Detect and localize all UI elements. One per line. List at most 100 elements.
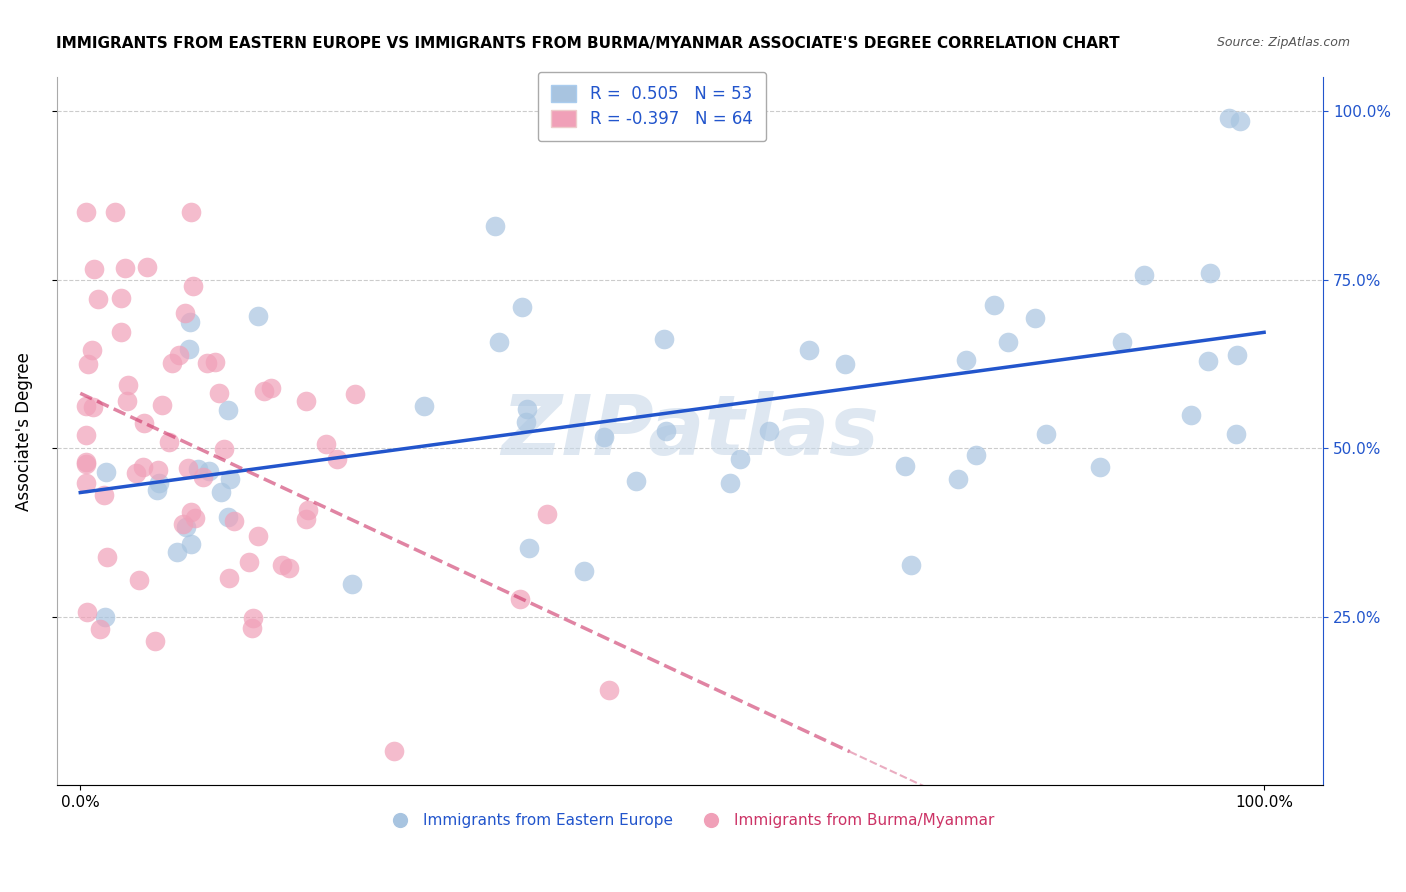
- Point: [179, 314, 201, 328]
- Point: [536, 507, 558, 521]
- Point: [209, 485, 232, 500]
- Point: [75, 457, 97, 471]
- Point: [96, 465, 118, 479]
- Point: [340, 577, 363, 591]
- Point: [242, 610, 264, 624]
- Point: [183, 278, 205, 293]
- Legend: Immigrants from Eastern Europe, Immigrants from Burma/Myanmar: Immigrants from Eastern Europe, Immigran…: [380, 807, 1001, 834]
- Y-axis label: Associate's Degree: Associate's Degree: [15, 351, 32, 511]
- Point: [128, 573, 150, 587]
- Point: [278, 561, 301, 575]
- Point: [198, 464, 221, 478]
- Point: [217, 403, 239, 417]
- Point: [965, 448, 987, 462]
- Point: [117, 378, 139, 392]
- Point: [1229, 114, 1251, 128]
- Point: [1111, 334, 1133, 349]
- Point: [247, 529, 270, 543]
- Point: [76, 605, 98, 619]
- Point: [143, 634, 166, 648]
- Point: [184, 510, 207, 524]
- Point: [172, 516, 194, 531]
- Point: [89, 623, 111, 637]
- Point: [132, 416, 155, 430]
- Point: [218, 571, 240, 585]
- Point: [75, 475, 97, 490]
- Point: [75, 205, 97, 219]
- Point: [946, 472, 969, 486]
- Point: [87, 292, 110, 306]
- Point: [758, 424, 780, 438]
- Point: [488, 334, 510, 349]
- Point: [180, 205, 202, 219]
- Point: [1132, 268, 1154, 282]
- Point: [75, 455, 97, 469]
- Point: [240, 621, 263, 635]
- Point: [1088, 460, 1111, 475]
- Text: Source: ZipAtlas.com: Source: ZipAtlas.com: [1216, 36, 1350, 49]
- Point: [114, 260, 136, 275]
- Point: [177, 342, 200, 356]
- Point: [75, 399, 97, 413]
- Point: [180, 505, 202, 519]
- Point: [110, 291, 132, 305]
- Point: [270, 558, 292, 573]
- Point: [509, 591, 531, 606]
- Point: [718, 476, 741, 491]
- Point: [110, 325, 132, 339]
- Point: [412, 400, 434, 414]
- Point: [214, 442, 236, 456]
- Point: [148, 476, 170, 491]
- Point: [1218, 111, 1240, 125]
- Point: [295, 512, 318, 526]
- Point: [1198, 266, 1220, 280]
- Point: [900, 558, 922, 572]
- Point: [166, 545, 188, 559]
- Point: [510, 300, 533, 314]
- Point: [136, 260, 159, 274]
- Point: [1197, 353, 1219, 368]
- Point: [174, 305, 197, 319]
- Point: [82, 401, 104, 415]
- Point: [983, 298, 1005, 312]
- Point: [834, 358, 856, 372]
- Point: [75, 428, 97, 442]
- Point: [83, 261, 105, 276]
- Point: [326, 452, 349, 467]
- Point: [219, 472, 242, 486]
- Text: ZIPatlas: ZIPatlas: [501, 391, 879, 472]
- Point: [1024, 310, 1046, 325]
- Point: [94, 609, 117, 624]
- Point: [80, 343, 103, 358]
- Point: [222, 515, 245, 529]
- Point: [146, 463, 169, 477]
- Point: [997, 335, 1019, 350]
- Point: [115, 393, 138, 408]
- Point: [191, 470, 214, 484]
- Point: [208, 386, 231, 401]
- Point: [238, 555, 260, 569]
- Point: [157, 434, 180, 449]
- Point: [93, 488, 115, 502]
- Point: [259, 381, 281, 395]
- Point: [177, 461, 200, 475]
- Point: [799, 343, 821, 357]
- Point: [195, 356, 218, 370]
- Point: [125, 467, 148, 481]
- Point: [96, 550, 118, 565]
- Point: [247, 310, 270, 324]
- Point: [517, 541, 540, 555]
- Point: [1035, 426, 1057, 441]
- Text: IMMIGRANTS FROM EASTERN EUROPE VS IMMIGRANTS FROM BURMA/MYANMAR ASSOCIATE'S DEGR: IMMIGRANTS FROM EASTERN EUROPE VS IMMIGR…: [56, 36, 1119, 51]
- Point: [515, 416, 537, 430]
- Point: [152, 398, 174, 412]
- Point: [294, 394, 316, 409]
- Point: [654, 425, 676, 439]
- Point: [176, 520, 198, 534]
- Point: [624, 474, 647, 488]
- Point: [76, 357, 98, 371]
- Point: [955, 353, 977, 368]
- Point: [484, 219, 506, 233]
- Point: [728, 452, 751, 467]
- Point: [297, 503, 319, 517]
